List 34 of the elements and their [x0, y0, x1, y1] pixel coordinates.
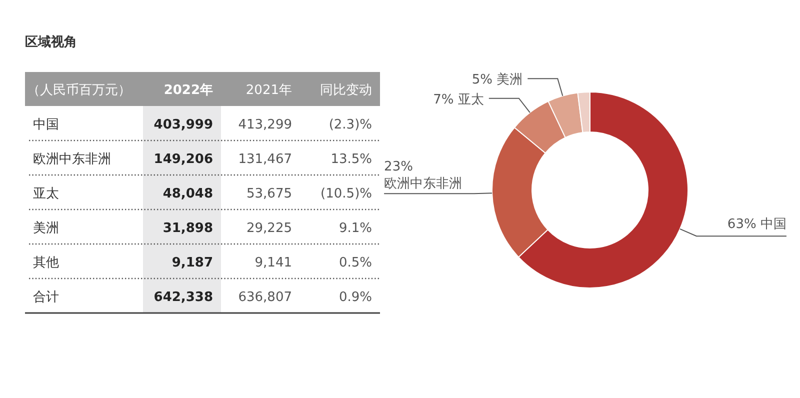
chart-title: 区域视角: [25, 34, 77, 50]
y-axis-title: （人民币百万元）: [27, 83, 131, 98]
data-label: 0.5%: [338, 255, 372, 270]
data-label: 53,675: [246, 186, 292, 202]
y-tick-label: 欧洲中东非洲: [33, 152, 111, 167]
data-label: 642,338: [154, 290, 213, 305]
data-label: 9,187: [172, 255, 213, 270]
x-tick-label: 同比变动: [320, 83, 372, 98]
data-label: 31,898: [162, 220, 213, 236]
y-tick-label: 美洲: [33, 220, 59, 236]
y-tick-label: 亚太: [33, 186, 59, 202]
data-label: 13.5%: [330, 152, 372, 167]
x-tick-label: 2022年: [164, 83, 213, 98]
data-label: 149,206: [154, 152, 213, 167]
data-label: 131,467: [238, 152, 292, 167]
y-tick-label: 其他: [33, 255, 59, 270]
y-tick-label: 中国: [33, 117, 59, 132]
data-label: 23%: [384, 160, 413, 175]
data-label: 0.9%: [338, 290, 372, 305]
data-label: (10.5)%: [320, 186, 372, 202]
data-label: 29,225: [246, 220, 292, 236]
data-label: 403,999: [154, 117, 213, 132]
slice-label: 5% 美洲: [472, 72, 523, 88]
slice-label: 欧洲中东非洲: [384, 176, 462, 192]
data-label: 48,048: [162, 186, 213, 202]
y-tick-label: 合计: [33, 290, 59, 305]
slice-label: 7% 亚太: [433, 92, 484, 108]
data-label: 9,141: [254, 255, 292, 270]
x-tick-label: 2021年: [246, 83, 292, 98]
data-label: 636,807: [238, 290, 292, 305]
slice-label: 63% 中国: [727, 217, 786, 232]
data-label: (2.3)%: [328, 117, 372, 132]
data-label: 413,299: [238, 117, 292, 132]
data-label: 9.1%: [338, 220, 372, 236]
